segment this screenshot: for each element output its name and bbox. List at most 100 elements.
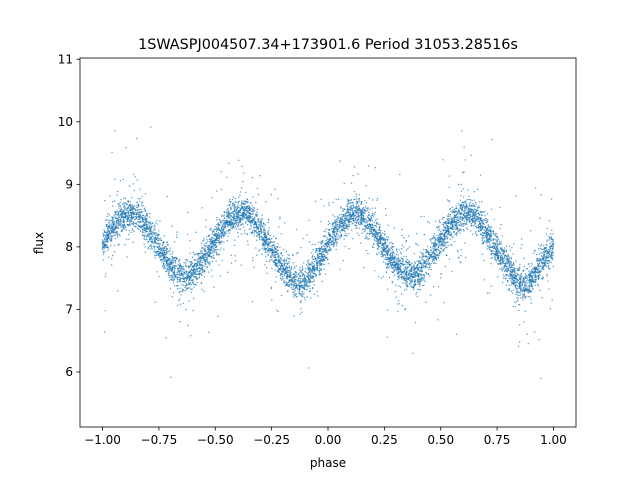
- scatter-point: [202, 256, 205, 258]
- scatter-point: [168, 257, 171, 260]
- scatter-point: [167, 264, 169, 267]
- scatter-point: [446, 228, 448, 231]
- scatter-point: [531, 264, 533, 266]
- scatter-point: [307, 273, 310, 276]
- scatter-point: [167, 274, 170, 276]
- scatter-point: [531, 262, 533, 264]
- scatter-point: [441, 239, 444, 241]
- scatter-point: [474, 201, 477, 204]
- scatter-point: [124, 244, 126, 246]
- scatter-point: [256, 228, 258, 230]
- scatter-point: [435, 251, 438, 253]
- scatter-point: [256, 187, 259, 189]
- scatter-point: [285, 250, 287, 253]
- scatter-point: [157, 247, 160, 249]
- scatter-point: [205, 242, 207, 245]
- scatter-point: [175, 234, 178, 236]
- scatter-point: [250, 210, 253, 212]
- scatter-point: [209, 253, 211, 255]
- scatter-point: [471, 233, 474, 236]
- scatter-point: [328, 237, 331, 240]
- scatter-point: [440, 247, 442, 250]
- scatter-point: [357, 212, 359, 214]
- scatter-point: [548, 239, 550, 241]
- scatter-point: [121, 221, 123, 223]
- scatter-point: [335, 236, 337, 238]
- scatter-point: [173, 266, 175, 268]
- scatter-point: [540, 270, 542, 273]
- scatter-point: [245, 221, 247, 223]
- scatter-point: [279, 246, 281, 248]
- scatter-point: [174, 256, 176, 259]
- scatter-point: [247, 243, 249, 246]
- scatter-point: [265, 201, 267, 203]
- scatter-point: [107, 222, 110, 224]
- scatter-point: [463, 171, 465, 173]
- scatter-point: [161, 247, 163, 249]
- scatter-point: [228, 162, 230, 164]
- scatter-point: [150, 228, 152, 230]
- scatter-point: [459, 222, 462, 224]
- scatter-point: [357, 221, 360, 224]
- scatter-point: [203, 290, 205, 292]
- scatter-point: [259, 222, 261, 224]
- scatter-point: [462, 196, 465, 198]
- scatter-point: [142, 220, 144, 223]
- scatter-point: [170, 376, 172, 379]
- scatter-point: [178, 298, 181, 301]
- scatter-point: [380, 229, 382, 232]
- scatter-point: [393, 252, 395, 255]
- scatter-point: [155, 245, 157, 248]
- scatter-point: [478, 206, 480, 209]
- scatter-point: [161, 251, 164, 254]
- scatter-point: [452, 209, 454, 212]
- scatter-point: [461, 204, 463, 206]
- scatter-point: [239, 221, 241, 224]
- scatter-point: [277, 198, 279, 200]
- scatter-point: [148, 228, 150, 230]
- scatter-point: [226, 240, 228, 242]
- scatter-point: [423, 275, 425, 277]
- scatter-point: [265, 256, 267, 258]
- scatter-point: [272, 261, 275, 263]
- scatter-point: [143, 237, 145, 239]
- scatter-point: [377, 246, 379, 249]
- scatter-point: [127, 201, 130, 203]
- scatter-point: [455, 227, 457, 230]
- scatter-point: [488, 245, 490, 247]
- scatter-point: [319, 264, 322, 267]
- scatter-point: [374, 270, 376, 272]
- scatter-point: [238, 200, 240, 202]
- scatter-point: [269, 245, 271, 248]
- scatter-point: [257, 233, 259, 235]
- scatter-point: [320, 251, 322, 253]
- scatter-point: [119, 205, 122, 208]
- scatter-point: [460, 225, 462, 227]
- scatter-point: [288, 273, 291, 275]
- scatter-point: [297, 277, 300, 279]
- scatter-point: [145, 223, 147, 225]
- scatter-point: [337, 228, 340, 230]
- scatter-point: [121, 203, 124, 206]
- scatter-point: [374, 224, 377, 227]
- scatter-point: [283, 260, 286, 262]
- scatter-point: [311, 287, 314, 290]
- scatter-point: [328, 263, 330, 265]
- scatter-point: [191, 256, 194, 258]
- scatter-point: [234, 222, 236, 224]
- scatter-point: [409, 261, 411, 263]
- scatter-point: [501, 269, 503, 272]
- scatter-point: [174, 274, 176, 276]
- scatter-point: [431, 252, 434, 254]
- scatter-point: [443, 248, 446, 250]
- scatter-point: [396, 273, 399, 275]
- scatter-point: [216, 223, 218, 226]
- scatter-point: [308, 274, 311, 277]
- scatter-point: [241, 203, 243, 205]
- scatter-point: [121, 225, 123, 228]
- scatter-point: [168, 272, 170, 275]
- scatter-point: [149, 248, 151, 250]
- scatter-point: [139, 200, 141, 203]
- scatter-point: [546, 239, 549, 241]
- scatter-point: [538, 248, 540, 250]
